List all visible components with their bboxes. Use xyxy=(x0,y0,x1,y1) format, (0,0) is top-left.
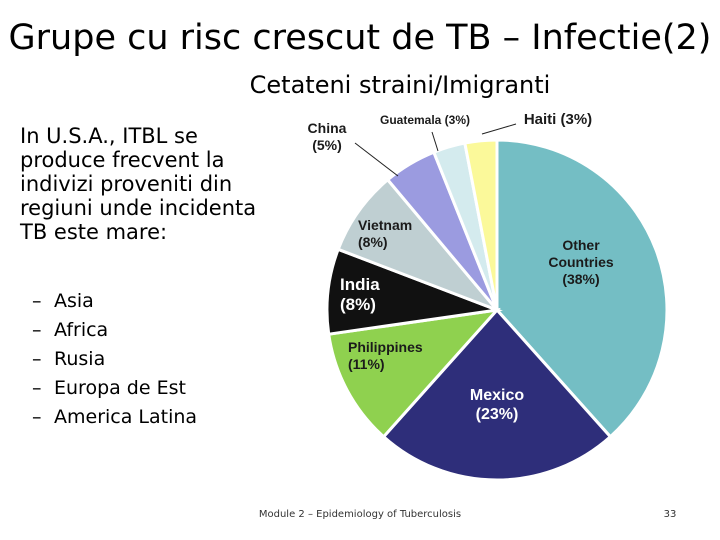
pie-slice-other-countries xyxy=(495,138,669,439)
intro-text: In U.S.A., ITBL se produce frecvent la i… xyxy=(20,124,257,244)
slice-label: Mexico (23%) xyxy=(470,387,524,423)
bullet-marker: – xyxy=(32,319,42,341)
leader-line xyxy=(354,142,399,177)
list-item-label: Asia xyxy=(54,290,94,312)
bullet-marker: – xyxy=(32,290,42,312)
list-item: – Africa xyxy=(32,316,197,345)
slice-label: Other Countries (38%) xyxy=(548,237,614,287)
bullet-marker: – xyxy=(32,406,42,428)
bullet-marker: – xyxy=(32,377,42,399)
footer-text: Module 2 – Epidemiology of Tuberculosis xyxy=(258,509,462,520)
pie-slice-haiti xyxy=(463,138,499,311)
leader-line xyxy=(481,123,517,135)
slide-title: Grupe cu risc crescut de TB – Infectie(2… xyxy=(8,18,712,58)
bullet-marker: – xyxy=(32,348,42,370)
slice-label: Vietnam (8%) xyxy=(358,217,412,250)
page-number: 33 xyxy=(663,509,677,520)
list-item: – Rusia xyxy=(32,345,197,374)
slice-label: China (5%) xyxy=(308,120,347,153)
slice-label: India (8%) xyxy=(340,275,380,314)
list-item-label: Africa xyxy=(54,319,109,341)
pie-slice-mexico xyxy=(381,307,613,482)
leader-line xyxy=(431,131,439,152)
region-list: – Asia – Africa – Rusia – Europa de Est – Ame… xyxy=(32,287,197,432)
pie-slice-philippines xyxy=(327,307,501,439)
list-item: – Europa de Est xyxy=(32,374,197,403)
slice-label: Guatemala (3%) xyxy=(380,113,470,127)
list-item: – Asia xyxy=(32,287,197,316)
slice-label: Haiti (3%) xyxy=(524,111,592,128)
list-item-label: Rusia xyxy=(54,348,106,370)
list-item: – America Latina xyxy=(32,403,197,432)
list-item-label: America Latina xyxy=(54,406,198,428)
slide-subtitle: Cetateni straini/Imigranti xyxy=(249,71,551,99)
slice-label: Philippines (11%) xyxy=(348,339,423,372)
list-item-label: Europa de Est xyxy=(54,377,186,399)
